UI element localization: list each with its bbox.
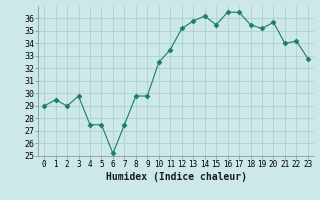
X-axis label: Humidex (Indice chaleur): Humidex (Indice chaleur) [106, 172, 246, 182]
